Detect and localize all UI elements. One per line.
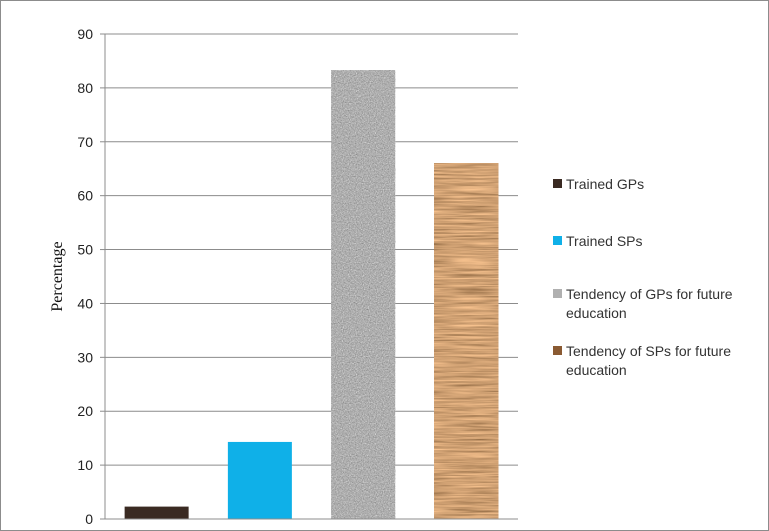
y-tick-label: 50 [77,242,93,258]
legend-item: Tendency of SPs for future education [553,343,731,378]
bar-rect [124,506,189,519]
legend-item: Trained GPs [553,176,644,192]
y-tick-label: 80 [77,80,93,96]
bar-texture [434,163,499,520]
y-tick-label: 90 [77,26,93,42]
bar-4 [434,163,499,520]
legend-label: Tendency of SPs for future education [566,343,731,378]
legend-label: Trained SPs [566,233,643,249]
y-tick-label: 20 [77,403,93,419]
bar-3 [331,70,396,519]
bar-2 [227,441,292,519]
bar-texture [331,70,396,519]
legend-swatch [553,179,562,188]
legend-label: Trained GPs [566,176,644,192]
legend: Trained GPs Trained SPs Tendency of GPs fo… [553,176,733,378]
y-tick-label: 70 [77,134,93,150]
bars [124,70,499,520]
legend-swatch [553,236,562,245]
legend-swatch [553,346,562,355]
legend-item: Trained SPs [553,233,643,249]
legend-swatch [553,289,562,298]
bar-1 [124,506,189,519]
y-tick-label: 40 [77,295,93,311]
y-tick-label: 0 [85,511,93,527]
y-tick-label: 10 [77,457,93,473]
y-tick-labels: 0 10 20 30 40 50 60 70 80 90 [77,26,93,527]
y-axis-label: Percentage [49,241,66,311]
legend-label: Tendency of GPs for future education [566,286,733,321]
y-tick-label: 30 [77,349,93,365]
bar-rect [227,441,292,519]
legend-item: Tendency of GPs for future education [553,286,733,321]
y-tick-label: 60 [77,188,93,204]
